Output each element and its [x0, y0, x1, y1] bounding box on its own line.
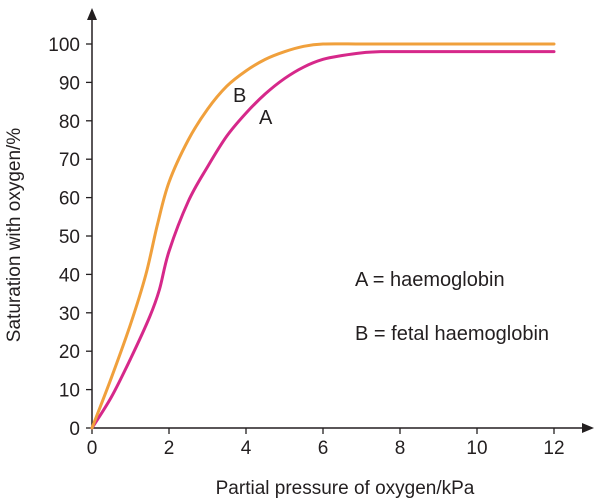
- curve-label-a: A: [259, 107, 273, 129]
- x-tick-label: 8: [395, 438, 406, 459]
- curve-label-b: B: [233, 85, 246, 107]
- y-axis-title: Saturation with oxygen/%: [4, 128, 25, 343]
- y-tick-label: 80: [59, 112, 80, 133]
- x-axis-title: Partial pressure of oxygen/kPa: [216, 478, 475, 499]
- y-tick-label: 70: [59, 150, 80, 171]
- x-axis-arrow: [582, 423, 594, 433]
- y-tick-label: 90: [59, 73, 80, 94]
- y-tick-label: 60: [59, 189, 80, 210]
- x-tick-label: 6: [318, 438, 329, 459]
- legend-entry-a: A = haemoglobin: [355, 269, 505, 291]
- curves: [90, 42, 556, 430]
- legend-entry-b: B = fetal haemoglobin: [355, 323, 549, 345]
- y-tick-label: 40: [59, 265, 80, 286]
- x-tick-label: 10: [466, 438, 487, 459]
- y-axis-arrow: [87, 8, 97, 20]
- y-tick-label: 10: [59, 381, 80, 402]
- x-tick-label: 12: [543, 438, 564, 459]
- x-tick-label: 4: [241, 438, 252, 459]
- series-line-b: [90, 42, 556, 430]
- series-line-a: [90, 50, 556, 430]
- y-tick-label: 100: [48, 35, 80, 56]
- y-tick-label: 50: [59, 227, 80, 248]
- y-tick-label: 20: [59, 342, 80, 363]
- ticks: 0 2 4 6 8 10 12 0 10 20 30 40 50 60 70 80 90 100: [48, 35, 564, 459]
- y-tick-label: 0: [69, 419, 80, 440]
- axes: [87, 8, 594, 433]
- y-tick-label: 30: [59, 304, 80, 325]
- x-tick-label: 0: [87, 438, 98, 459]
- x-tick-label: 2: [164, 438, 175, 459]
